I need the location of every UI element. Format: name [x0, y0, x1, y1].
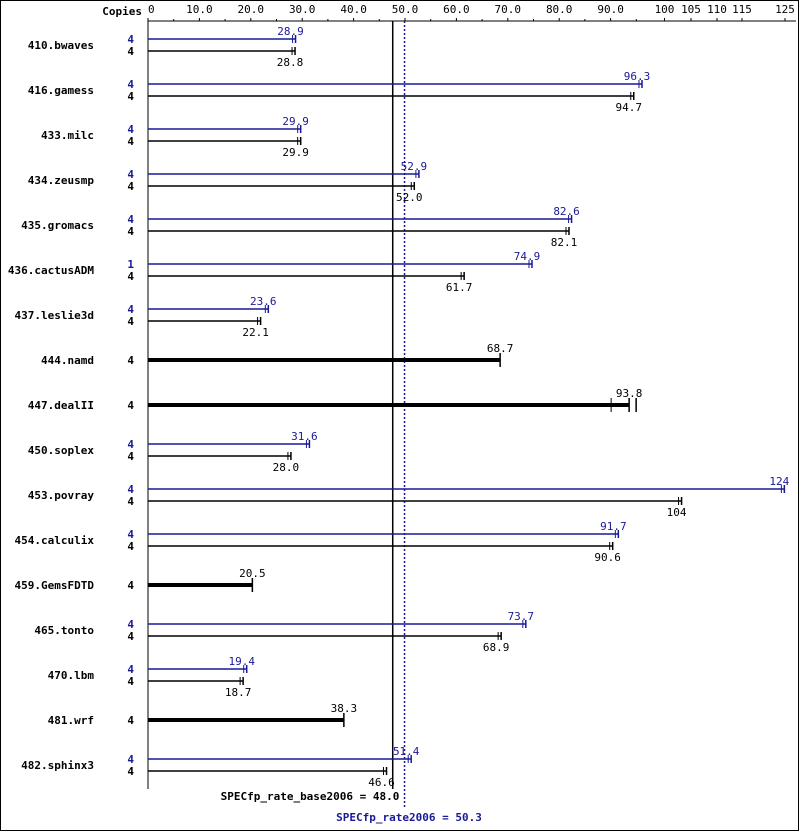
benchmark-label-434-zeusmp: 434.zeusmp — [28, 174, 95, 187]
peak-value-label: 51.4 — [393, 745, 420, 758]
axis-title-copies: Copies — [102, 5, 142, 18]
base-copies: 4 — [127, 450, 134, 463]
base-value-label: 61.7 — [446, 281, 473, 294]
base-copies: 4 — [127, 630, 134, 643]
peak-copies: 4 — [127, 213, 134, 226]
x-tick-label: 20.0 — [238, 3, 265, 16]
benchmark-label-450-soplex: 450.soplex — [28, 444, 95, 457]
benchmark-label-465-tonto: 465.tonto — [34, 624, 94, 637]
benchmark-label-444-namd: 444.namd — [41, 354, 94, 367]
x-tick-label: 60.0 — [443, 3, 470, 16]
benchmark-label-433-milc: 433.milc — [41, 129, 94, 142]
benchmark-label-436-cactusadm: 436.cactusADM — [8, 264, 94, 277]
peak-value-label: 19.4 — [228, 655, 255, 668]
peak-copies: 4 — [127, 528, 134, 541]
peak-copies: 1 — [127, 258, 134, 271]
x-tick-label: 110 — [707, 3, 727, 16]
base-value-label: 52.0 — [396, 191, 423, 204]
base-copies: 4 — [127, 675, 134, 688]
peak-value-label: 74.9 — [514, 250, 541, 263]
base-value-label: 82.1 — [551, 236, 578, 249]
peak-value-label: 96.3 — [624, 70, 651, 83]
peak-value-label: 91.7 — [600, 520, 627, 533]
base-value-label: 28.8 — [277, 56, 304, 69]
benchmark-label-447-dealii: 447.dealII — [28, 399, 94, 412]
benchmark-label-416-gamess: 416.gamess — [28, 84, 94, 97]
x-tick-label: 50.0 — [392, 3, 419, 16]
peak-value-label: 28.9 — [277, 25, 304, 38]
peak-copies: 4 — [127, 753, 134, 766]
base-value-label: 90.6 — [594, 551, 621, 564]
benchmark-label-481-wrf: 481.wrf — [48, 714, 94, 727]
base-copies: 4 — [127, 315, 134, 328]
base-value-label: 68.7 — [487, 342, 514, 355]
base-copies: 4 — [127, 495, 134, 508]
base-value-label: 29.9 — [282, 146, 309, 159]
benchmark-label-435-gromacs: 435.gromacs — [21, 219, 94, 232]
base-value-label: 46.6 — [368, 776, 395, 789]
x-tick-label: 10.0 — [186, 3, 213, 16]
peak-copies: 4 — [127, 123, 134, 136]
peak-value-label: 124 — [769, 475, 789, 488]
x-tick-label: 30.0 — [289, 3, 316, 16]
peak-copies: 4 — [127, 663, 134, 676]
base-copies: 4 — [127, 270, 134, 283]
base-value-label: 18.7 — [225, 686, 252, 699]
x-tick-label: 80.0 — [546, 3, 573, 16]
base-copies: 4 — [127, 225, 134, 238]
base-value-label: 104 — [667, 506, 687, 519]
peak-value-label: 82.6 — [553, 205, 580, 218]
benchmark-label-410-bwaves: 410.bwaves — [28, 39, 94, 52]
x-tick-label: 100 — [655, 3, 675, 16]
peak-copies: 4 — [127, 303, 134, 316]
base-copies: 4 — [127, 579, 134, 592]
peak-copies: 4 — [127, 618, 134, 631]
peak-copies: 4 — [127, 168, 134, 181]
benchmark-label-453-povray: 453.povray — [28, 489, 95, 502]
benchmark-label-470-lbm: 470.lbm — [48, 669, 95, 682]
base-value-label: 22.1 — [242, 326, 269, 339]
base-value-label: 28.0 — [273, 461, 300, 474]
base-copies: 4 — [127, 399, 134, 412]
benchmark-label-459-gemsfdtd: 459.GemsFDTD — [15, 579, 95, 592]
peak-copies: 4 — [127, 483, 134, 496]
x-tick-label: 90.0 — [597, 3, 624, 16]
base-copies: 4 — [127, 354, 134, 367]
base-value-label: 38.3 — [331, 702, 358, 715]
x-tick-label: 125 — [775, 3, 795, 16]
base-value-label: 93.8 — [616, 387, 643, 400]
peak-copies: 4 — [127, 33, 134, 46]
base-copies: 4 — [127, 714, 134, 727]
base-summary-label: SPECfp_rate_base2006 = 48.0 — [221, 790, 400, 803]
peak-value-label: 23.6 — [250, 295, 277, 308]
peak-copies: 4 — [127, 78, 134, 91]
benchmark-label-454-calculix: 454.calculix — [15, 534, 95, 547]
base-value-label: 20.5 — [239, 567, 266, 580]
peak-value-label: 52.9 — [401, 160, 428, 173]
x-tick-label: 105 — [681, 3, 701, 16]
x-tick-label: 70.0 — [495, 3, 522, 16]
x-tick-label: 115 — [732, 3, 752, 16]
base-value-label: 94.7 — [616, 101, 643, 114]
base-copies: 4 — [127, 45, 134, 58]
peak-value-label: 31.6 — [291, 430, 318, 443]
base-copies: 4 — [127, 135, 134, 148]
base-copies: 4 — [127, 90, 134, 103]
peak-value-label: 73.7 — [508, 610, 535, 623]
base-copies: 4 — [127, 765, 134, 778]
x-tick-label: 0 — [148, 3, 155, 16]
base-copies: 4 — [127, 540, 134, 553]
base-value-label: 68.9 — [483, 641, 510, 654]
peak-value-label: 29.9 — [282, 115, 309, 128]
base-copies: 4 — [127, 180, 134, 193]
benchmark-label-437-leslie3d: 437.leslie3d — [15, 309, 94, 322]
benchmark-label-482-sphinx3: 482.sphinx3 — [21, 759, 94, 772]
x-tick-label: 40.0 — [340, 3, 367, 16]
peak-summary-label: SPECfp_rate2006 = 50.3 — [336, 811, 482, 824]
peak-copies: 4 — [127, 438, 134, 451]
